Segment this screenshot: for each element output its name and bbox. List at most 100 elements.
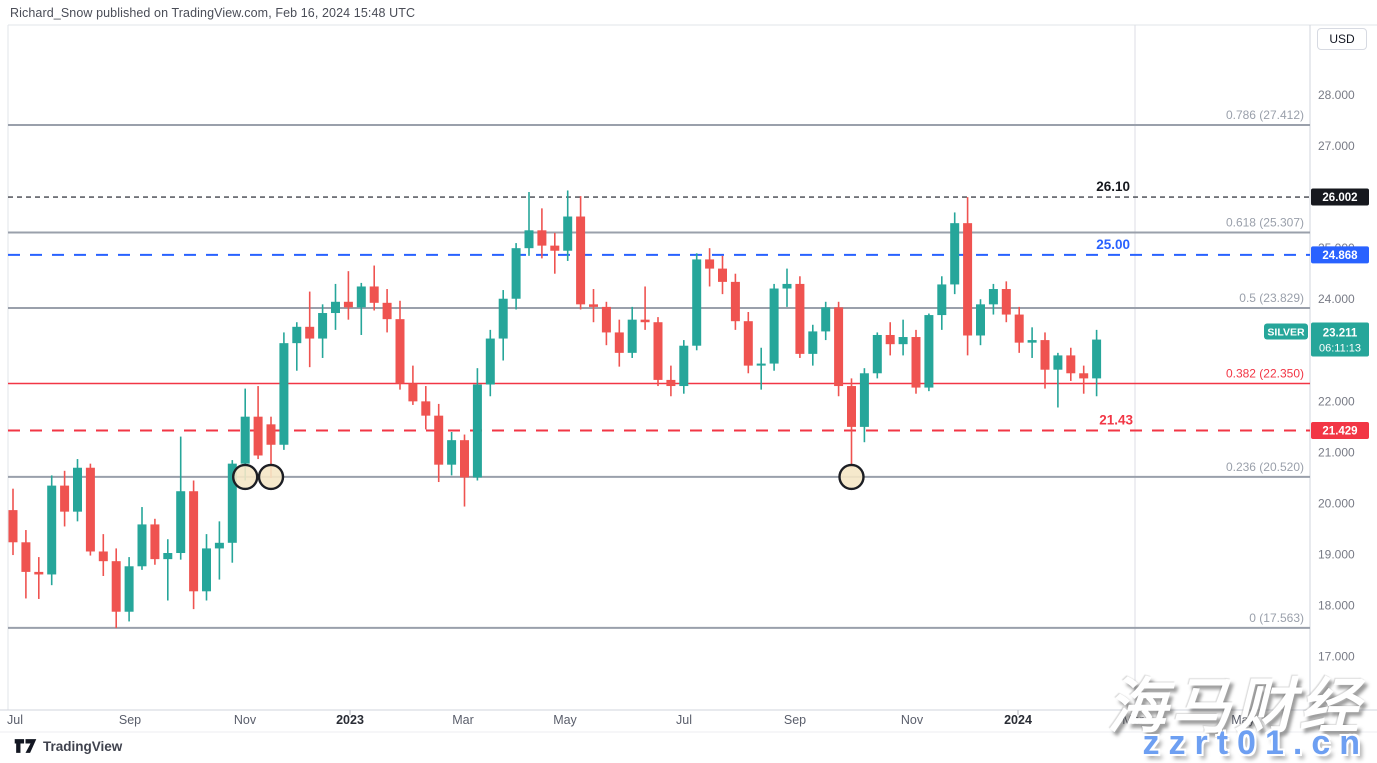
x-axis-tick: 2023 xyxy=(336,713,364,727)
last-price-tag xyxy=(1311,322,1369,357)
highlight-circle-marker[interactable] xyxy=(231,463,259,491)
y-axis-tick: 18.000 xyxy=(1318,599,1355,613)
candlestick-down xyxy=(60,485,70,512)
candlestick-up xyxy=(859,373,869,427)
y-axis-tick: 17.000 xyxy=(1318,650,1355,664)
level-label-0-17.563-: 0 (17.563) xyxy=(1249,611,1304,625)
candlestick-down xyxy=(1079,373,1089,379)
price-tag xyxy=(1311,246,1369,264)
candlestick-up xyxy=(937,284,947,316)
candlestick-up xyxy=(137,524,147,567)
candlestick-up xyxy=(898,337,908,345)
candlestick-down xyxy=(305,326,315,339)
candlestick-up xyxy=(1092,339,1102,379)
candlestick-down xyxy=(795,283,805,354)
candlestick-down xyxy=(847,386,856,427)
watermark-url: zzrt01.cn xyxy=(1142,724,1369,762)
candlestick-up xyxy=(821,307,831,332)
price-tag xyxy=(1311,422,1369,440)
candlestick-down xyxy=(34,571,44,575)
candlestick-up xyxy=(524,230,534,249)
price-axis[interactable] xyxy=(1311,25,1377,710)
price-tag xyxy=(1311,188,1369,206)
candlestick-down xyxy=(1001,289,1011,315)
candlestick-down xyxy=(730,281,740,322)
candlestick-up xyxy=(498,298,508,339)
candlestick-up xyxy=(292,326,302,344)
candlestick-down xyxy=(369,286,379,303)
x-axis-tick: Nov xyxy=(234,713,257,727)
candlestick-up xyxy=(240,416,250,464)
candlestick-down xyxy=(150,524,160,560)
candlestick-up xyxy=(176,491,186,554)
candlestick-down xyxy=(343,301,353,308)
candlestick-down xyxy=(834,307,844,387)
candlestick-up xyxy=(988,289,998,305)
candlestick-up xyxy=(679,345,689,387)
last-price-value: 23.211 xyxy=(1323,328,1358,340)
candlestick-down xyxy=(885,334,895,345)
candlestick-down xyxy=(537,230,547,246)
candlestick-down xyxy=(550,245,560,251)
currency-usd-button[interactable]: USD xyxy=(1317,28,1367,50)
candlestick-down xyxy=(8,510,18,543)
candlestick-up xyxy=(563,216,573,251)
candlestick-up xyxy=(485,338,495,385)
candlestick-down xyxy=(408,383,418,402)
candlestick-up xyxy=(331,301,340,314)
candlestick-down xyxy=(705,259,715,269)
candlestick-down xyxy=(601,306,611,333)
highlight-circle-marker[interactable] xyxy=(257,463,285,491)
x-axis-tick: Sep xyxy=(119,713,141,727)
candlestick-up xyxy=(976,304,985,336)
level-label-0.5-23.829-: 0.5 (23.829) xyxy=(1239,291,1304,305)
candlestick-down xyxy=(718,268,727,282)
candlestick-down xyxy=(1014,314,1024,343)
candlestick-up xyxy=(73,467,82,512)
x-axis-tick: Mar xyxy=(1122,713,1144,727)
candlestick-down xyxy=(589,304,598,307)
candlestick-up xyxy=(227,463,237,543)
y-axis-tick: 20.000 xyxy=(1318,496,1355,510)
candlestick-up xyxy=(356,286,366,308)
y-axis-tick: 22.000 xyxy=(1318,394,1355,408)
candlestick-up xyxy=(872,334,882,374)
candlestick-up xyxy=(808,331,818,354)
level-label-26.10: 26.10 xyxy=(1096,179,1130,194)
candlestick-down xyxy=(85,467,95,552)
candlestick-up xyxy=(318,313,328,339)
candlestick-up xyxy=(279,343,289,445)
candlestick-up xyxy=(163,553,173,560)
candlestick-up xyxy=(447,440,457,465)
candlestick-down xyxy=(963,223,973,336)
candlestick-down xyxy=(382,302,392,320)
candlestick-up xyxy=(627,319,637,353)
candlestick-down xyxy=(460,440,469,478)
candlestick-up xyxy=(692,259,702,346)
y-axis-tick: 27.000 xyxy=(1318,139,1355,153)
candlestick-up xyxy=(214,542,224,549)
candlestick-down xyxy=(743,321,753,366)
level-label-0.618-25.307-: 0.618 (25.307) xyxy=(1226,216,1304,230)
candlestick-down xyxy=(640,319,650,323)
tradingview-attribution[interactable]: TradingView xyxy=(14,738,122,754)
x-axis-tick: Jul xyxy=(7,713,23,727)
candlestick-up xyxy=(124,566,134,612)
candlestick-down xyxy=(614,332,624,353)
candlestick-down xyxy=(395,319,405,384)
candlestick-down xyxy=(666,379,676,387)
candlestick-up xyxy=(202,548,211,592)
publish-byline: Richard_Snow published on TradingView.co… xyxy=(10,6,416,20)
level-label-0.236-20.520-: 0.236 (20.520) xyxy=(1226,460,1304,474)
level-label-0.786-27.412-: 0.786 (27.412) xyxy=(1226,108,1304,122)
highlight-circle-marker[interactable] xyxy=(838,463,865,491)
candlestick-up xyxy=(47,485,57,575)
candlestick-down xyxy=(98,551,108,562)
candlestick-down xyxy=(653,322,663,380)
candlestick-up xyxy=(1027,340,1037,343)
candlestick-down xyxy=(111,561,121,612)
tradingview-brand-label: TradingView xyxy=(43,738,123,754)
candlestick-down xyxy=(434,415,444,465)
candlestick-up xyxy=(769,288,779,364)
